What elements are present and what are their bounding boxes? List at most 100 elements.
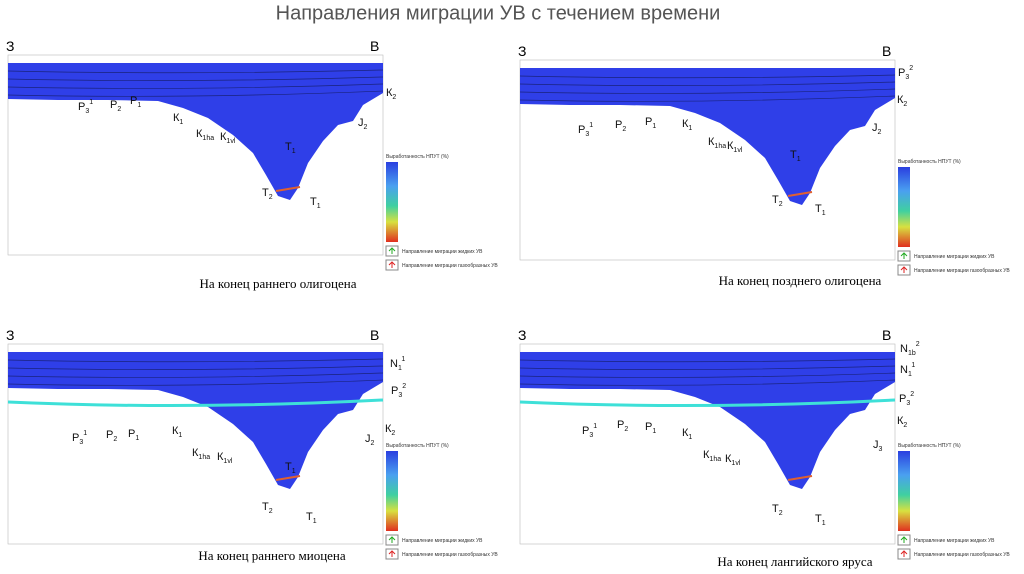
label-sub: 2 (779, 510, 783, 517)
strat-label: Р2 (617, 419, 628, 433)
panel-caption: На конец раннего олигоцена (200, 276, 357, 291)
label-sup: 1 (401, 356, 405, 363)
strat-label: Т1 (310, 196, 321, 210)
label-base: К (173, 112, 180, 124)
label-sub: 1b (908, 350, 916, 357)
label-sup: 1 (589, 122, 593, 129)
horizon-line (519, 379, 896, 386)
label-base: К (897, 94, 904, 106)
label-sub: 1 (135, 435, 139, 442)
label-base: К (196, 128, 203, 140)
liquid-arrow (388, 247, 396, 254)
source-layer (275, 475, 301, 481)
strat-label: К1 (682, 427, 692, 441)
label-base: К (217, 451, 224, 463)
label-sub: 2 (391, 430, 395, 437)
label-base: Т (772, 194, 779, 206)
label-sub: 2 (878, 129, 882, 136)
label-sub: 1 (908, 371, 912, 378)
label-base: Т (790, 149, 797, 161)
label-base: Р (106, 429, 113, 441)
label-base: Р (110, 99, 117, 111)
strat-label: Т1 (306, 511, 317, 525)
label-sub: 1 (179, 119, 183, 126)
label-sub: 3 (589, 432, 593, 439)
legend-liquid: Направление миграции жидких УВ (402, 249, 483, 255)
strat-label: Т1 (790, 149, 801, 163)
strat-label: К1vl (727, 140, 743, 154)
strat-label: Т2 (262, 187, 273, 201)
strat-label: N1 1 (390, 356, 405, 372)
legend-gas: Направление миграции газообразных УВ (914, 552, 1010, 558)
strat-label: К1ha (192, 447, 210, 461)
label-sub: 1 (688, 434, 692, 441)
slide-title: Направления миграции УВ с течением време… (276, 2, 721, 24)
label-sub: 2 (364, 124, 368, 131)
label-sub: 2 (269, 508, 273, 515)
label-base: К (172, 425, 179, 437)
label-sub: 3 (905, 74, 909, 81)
label-base: Р (78, 101, 85, 113)
horizon-line (519, 74, 896, 79)
label-sub: 2 (903, 422, 907, 429)
label-base: Т (285, 461, 292, 473)
label-base: К (220, 131, 227, 143)
label-base: J (872, 122, 878, 134)
active-band (7, 398, 384, 408)
panel-caption: На конец позднего олигоцена (719, 273, 882, 288)
horizon-line (519, 365, 896, 370)
legend-colorbar (898, 451, 910, 531)
label-sub: 1 (317, 203, 321, 210)
strat-label: Т1 (815, 513, 826, 527)
label-base: Р (615, 119, 622, 131)
horizon-line (7, 69, 384, 74)
label-sub: 3 (398, 392, 402, 399)
strat-label: Т2 (772, 194, 783, 208)
horizon-line (7, 372, 384, 378)
gas-arrow (900, 550, 908, 557)
panel-caption: На конец раннего миоцена (198, 548, 346, 563)
section-body (8, 352, 383, 489)
label-base: К (708, 136, 715, 148)
label-sub: 2 (779, 201, 783, 208)
label-sup: 2 (402, 383, 406, 390)
label-sub: 1 (652, 123, 656, 130)
label-base: Т (306, 511, 313, 523)
strat-label: Т1 (815, 203, 826, 217)
label-sub: 1vl (733, 147, 742, 154)
label-sub: 2 (113, 436, 117, 443)
label-sub: 1ha (198, 454, 210, 461)
label-base: J (358, 117, 364, 129)
active-band (519, 398, 896, 408)
legend-liquid: Направление миграции жидких УВ (914, 538, 995, 544)
label-sub: 2 (371, 440, 375, 447)
label-sup: 1 (593, 423, 597, 430)
label-base: J (365, 433, 371, 445)
strat-label: Р2 (615, 119, 626, 133)
label-sub: 1 (292, 468, 296, 475)
strat-label: Р1 (128, 428, 139, 442)
section-body (520, 352, 895, 489)
strat-label: Р32 (899, 391, 914, 407)
horizon-line (7, 76, 384, 81)
label-sub: 1vl (731, 460, 740, 467)
liquid-arrow (388, 536, 396, 543)
strat-label: Р1 (645, 421, 656, 435)
label-sup: 1 (83, 430, 87, 437)
legend-liquid: Направление миграции жидких УВ (914, 254, 995, 260)
label-sup: 2 (910, 391, 914, 398)
strat-label: Т1 (285, 461, 296, 475)
label-sub: 1 (797, 156, 801, 163)
strat-label: Т2 (772, 503, 783, 517)
west-label: З (6, 38, 14, 54)
section-body (8, 63, 383, 200)
horizon-line (7, 365, 384, 370)
label-base: К (682, 427, 689, 439)
horizon-line (7, 83, 384, 89)
label-base: К (727, 140, 734, 152)
east-label: В (370, 38, 379, 54)
horizon-line (7, 358, 384, 363)
horizon-line (7, 379, 384, 386)
horizon-line (519, 81, 896, 86)
label-sub: 2 (903, 101, 907, 108)
